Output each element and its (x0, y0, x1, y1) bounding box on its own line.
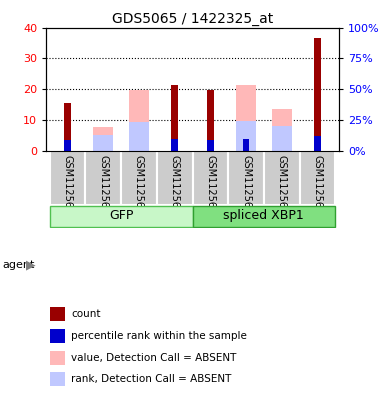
Bar (157, 151, 192, 205)
Bar (129, 90, 149, 151)
Bar (243, 139, 249, 151)
Bar (64, 103, 71, 151)
Text: GSM1125691: GSM1125691 (241, 155, 251, 220)
Bar (300, 151, 335, 205)
Text: GSM1125689: GSM1125689 (170, 155, 180, 220)
Text: percentile rank within the sample: percentile rank within the sample (71, 331, 247, 341)
Text: GSM1125692: GSM1125692 (277, 155, 287, 220)
Text: ▶: ▶ (26, 259, 36, 272)
Bar (207, 90, 214, 151)
Bar (272, 109, 291, 151)
Text: GSM1125688: GSM1125688 (134, 155, 144, 220)
Bar (236, 121, 256, 151)
Text: GSM1125693: GSM1125693 (312, 155, 322, 220)
Bar (171, 86, 178, 151)
Text: value, Detection Call = ABSENT: value, Detection Call = ABSENT (71, 353, 237, 363)
Text: GSM1125690: GSM1125690 (205, 155, 215, 220)
Bar (192, 151, 228, 205)
Text: GSM1125687: GSM1125687 (98, 155, 108, 220)
Bar (64, 140, 71, 151)
Bar (94, 127, 113, 151)
Bar (207, 140, 214, 151)
Bar (121, 151, 157, 205)
Bar (94, 136, 113, 151)
Title: GDS5065 / 1422325_at: GDS5065 / 1422325_at (112, 13, 273, 26)
Text: agent: agent (2, 260, 34, 270)
Bar (272, 126, 291, 151)
Bar (314, 38, 321, 151)
Text: count: count (71, 309, 101, 320)
Bar (192, 206, 335, 227)
Bar (314, 136, 321, 151)
Text: GSM1125686: GSM1125686 (63, 155, 73, 220)
Bar (85, 151, 121, 205)
Text: spliced XBP1: spliced XBP1 (223, 209, 304, 222)
Bar (50, 151, 85, 205)
Text: rank, Detection Call = ABSENT: rank, Detection Call = ABSENT (71, 374, 232, 384)
Bar (228, 151, 264, 205)
Bar (171, 139, 178, 151)
Bar (264, 151, 300, 205)
Text: GFP: GFP (109, 209, 133, 222)
Bar (236, 86, 256, 151)
Bar (129, 123, 149, 151)
Bar (50, 206, 192, 227)
